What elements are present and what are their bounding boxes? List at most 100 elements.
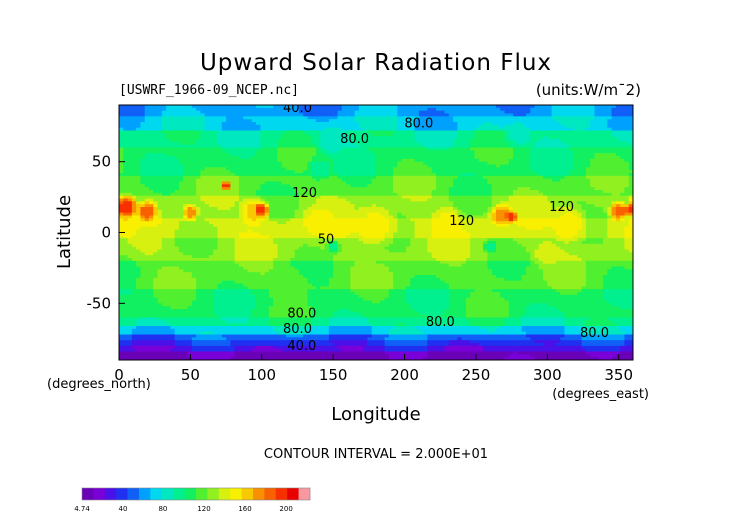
- contour-cell: [611, 303, 633, 307]
- contour-cell: [354, 141, 420, 146]
- contour-cell: [521, 323, 566, 327]
- contour-cell: [508, 314, 523, 319]
- contour-cell: [504, 212, 510, 217]
- contour-cell: [256, 150, 279, 154]
- contour-cell: [264, 209, 270, 214]
- contour-cell: [174, 328, 274, 333]
- contour-cell: [564, 141, 630, 146]
- contour-cell: [153, 209, 159, 214]
- contour-cell: [183, 178, 197, 183]
- contour-cell: [127, 198, 133, 202]
- contour-cell: [371, 326, 394, 330]
- contour-cell: [341, 105, 360, 109]
- contour-cell: [221, 280, 236, 285]
- contour-cell: [140, 266, 163, 270]
- colorbar-swatch: [287, 488, 299, 500]
- contour-cell: [585, 260, 633, 265]
- contour-cell: [320, 195, 339, 200]
- contour-cell: [504, 139, 514, 143]
- contour-cell: [611, 113, 633, 117]
- contour-cell: [380, 300, 407, 304]
- contour-cell: [564, 314, 633, 319]
- contour-cell: [508, 212, 514, 217]
- contour-cell: [268, 309, 313, 313]
- contour-cell: [256, 153, 279, 157]
- contour-cell: [234, 348, 253, 353]
- contour-cell: [590, 184, 630, 188]
- contour-cell: [487, 181, 591, 185]
- contour-cell: [363, 241, 381, 245]
- contour-cell: [277, 139, 313, 143]
- contour-cell: [183, 167, 206, 171]
- contour-cell: [123, 195, 133, 200]
- contour-cell: [448, 198, 493, 202]
- contour-cell: [444, 311, 467, 316]
- contour-cell: [307, 292, 356, 296]
- contour-cell: [337, 150, 373, 154]
- contour-cell: [144, 156, 176, 160]
- contour-cell: [286, 221, 304, 225]
- contour-cell: [337, 241, 364, 245]
- contour-cell: [140, 181, 180, 185]
- contour-cell: [474, 150, 514, 154]
- contour-cell: [603, 238, 626, 242]
- contour-cell: [427, 238, 471, 242]
- contour-cell: [607, 122, 633, 126]
- contour-cell: [119, 252, 146, 256]
- contour-cell: [234, 246, 279, 251]
- contour-cell: [620, 139, 633, 143]
- contour-cell: [311, 311, 334, 316]
- contour-cell: [260, 127, 326, 132]
- contour-cell: [350, 266, 390, 270]
- contour-cell: [247, 212, 257, 217]
- contour-cell: [256, 294, 270, 299]
- colorbar-swatch: [82, 488, 94, 500]
- contour-cell: [620, 351, 633, 355]
- colorbar-swatch: [173, 488, 185, 500]
- contour-cell: [508, 136, 531, 140]
- contour-cell: [140, 178, 184, 183]
- contour-cell: [448, 283, 548, 287]
- contour-cell: [311, 320, 330, 324]
- contour-cell: [393, 280, 411, 285]
- contour-cell: [384, 348, 428, 353]
- contour-cell: [564, 311, 633, 316]
- contour-cell: [260, 141, 279, 146]
- contour-cell: [470, 139, 506, 143]
- contour-cell: [427, 246, 471, 251]
- contour-cell: [298, 110, 339, 115]
- contour-cell: [504, 357, 536, 360]
- contour-cell: [363, 297, 386, 302]
- contour-cell: [521, 275, 544, 279]
- contour-cell: [277, 158, 313, 163]
- contour-cell: [504, 130, 510, 134]
- contour-cell: [183, 269, 249, 273]
- contour-cell: [200, 130, 219, 134]
- contour-cell: [131, 337, 176, 341]
- contour-cell: [358, 232, 386, 236]
- contour-cell: [140, 218, 146, 222]
- contour-cell: [161, 124, 206, 129]
- contour-cell: [414, 139, 454, 143]
- contour-cell: [585, 232, 608, 236]
- contour-cell: [581, 328, 621, 333]
- contour-cell: [290, 260, 334, 265]
- contour-cell: [371, 178, 394, 183]
- contour-cell: [238, 156, 253, 160]
- contour-cell: [457, 130, 476, 134]
- contour-cell: [474, 130, 506, 134]
- contour-cell: [221, 184, 231, 188]
- contour-cell: [183, 175, 201, 180]
- contour-cell: [594, 107, 613, 112]
- contour-cell: [354, 204, 373, 208]
- contour-cell: [311, 212, 334, 217]
- contour-cell: [251, 289, 270, 293]
- contour-cell: [238, 209, 244, 214]
- contour-cell: [303, 130, 321, 134]
- contour-cell: [581, 221, 587, 225]
- contour-cell: [628, 195, 633, 200]
- x-tick-label: 50: [181, 366, 200, 384]
- contour-cell: [585, 272, 608, 276]
- contour-cell: [119, 195, 124, 200]
